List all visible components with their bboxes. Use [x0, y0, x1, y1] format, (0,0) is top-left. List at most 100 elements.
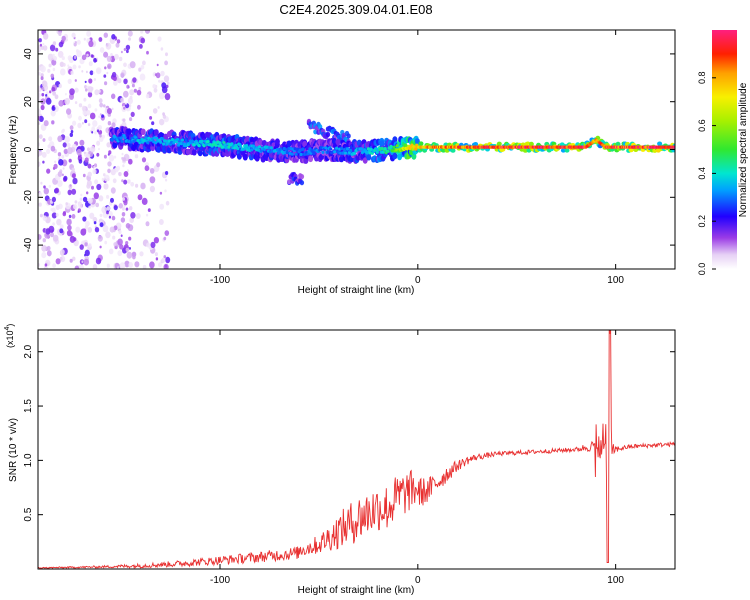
noise-speck [113, 80, 118, 86]
noise-speck [47, 144, 51, 149]
noise-speck [84, 80, 87, 84]
noise-speck [165, 171, 169, 175]
noise-speck [159, 203, 165, 210]
noise-speck [118, 56, 123, 62]
noise-speck [137, 104, 141, 110]
noise-speck [62, 142, 67, 148]
noise-speck [134, 261, 140, 268]
ridge-core [318, 148, 322, 152]
ridge-core [395, 144, 399, 148]
noise-speck [98, 115, 101, 118]
noise-speck [52, 91, 56, 96]
spectrogram-secondary-feature [287, 171, 305, 186]
noise-speck [76, 148, 82, 156]
ridge-halo [496, 141, 502, 146]
noise-speck [149, 261, 155, 269]
noise-speck [112, 178, 117, 184]
noise-speck [77, 210, 80, 213]
y-tick-label: 40 [23, 48, 34, 60]
noise-speck [126, 84, 130, 89]
noise-speck [123, 48, 127, 51]
ridge-core [359, 147, 363, 151]
noise-speck [69, 231, 73, 237]
noise-speck [125, 44, 131, 51]
snr-frame [37, 329, 676, 570]
noise-speck [112, 235, 116, 240]
noise-speck [144, 30, 151, 34]
noise-speck [111, 71, 117, 78]
noise-speck [53, 56, 57, 61]
noise-speck [103, 104, 106, 108]
noise-speck [46, 168, 51, 174]
ridge-core [383, 147, 387, 151]
noise-speck [93, 221, 97, 225]
ridge-halo [473, 142, 479, 147]
noise-speck [128, 104, 132, 108]
noise-speck [157, 106, 160, 109]
noise-speck [74, 265, 80, 269]
x-tick-label: 0 [415, 275, 421, 286]
noise-speck [87, 227, 93, 233]
noise-speck [86, 53, 89, 57]
noise-speck [123, 62, 127, 68]
noise-speck [50, 232, 54, 238]
noise-speck [92, 71, 95, 75]
noise-speck [74, 41, 77, 44]
noise-speck [56, 218, 62, 226]
noise-speck [67, 224, 72, 231]
noise-speck [64, 97, 70, 105]
ridge-core [221, 145, 225, 149]
noise-speck [98, 147, 100, 151]
noise-speck [122, 118, 126, 122]
ridge-core [329, 147, 333, 151]
noise-speck [43, 185, 46, 189]
feature-speck [287, 179, 292, 185]
noise-speck [52, 234, 59, 242]
noise-speck [120, 97, 125, 103]
noise-speck [55, 213, 59, 217]
noise-speck [82, 216, 87, 222]
noise-speck [83, 151, 86, 155]
noise-speck [43, 32, 49, 40]
ridge-core [392, 145, 396, 150]
noise-speck [52, 222, 55, 226]
ridge-halo [392, 136, 398, 143]
ridge-halo [528, 141, 534, 147]
noise-speck [92, 120, 98, 127]
noise-speck [96, 183, 102, 191]
noise-speck [160, 70, 165, 77]
noise-speck [140, 182, 146, 190]
noise-speck [69, 258, 73, 263]
noise-speck [61, 35, 66, 42]
noise-speck [131, 83, 135, 88]
noise-speck [149, 168, 155, 174]
noise-speck [74, 79, 77, 82]
noise-speck [125, 207, 129, 211]
noise-speck [46, 148, 51, 154]
noise-speck [76, 50, 82, 58]
noise-speck [96, 140, 101, 146]
noise-speck [106, 142, 111, 148]
noise-speck [149, 185, 155, 193]
noise-speck [118, 230, 122, 234]
spectrogram-x-label: Height of straight line (km) [298, 285, 415, 296]
noise-speck [97, 235, 103, 242]
noise-speck [38, 122, 41, 125]
noise-speck [127, 179, 131, 184]
noise-speck [117, 78, 122, 84]
noise-speck [130, 182, 135, 187]
noise-speck [41, 80, 48, 88]
noise-speck [81, 105, 86, 111]
noise-speck [111, 122, 116, 128]
noise-speck [51, 106, 56, 111]
noise-speck [93, 57, 97, 63]
noise-speck [89, 70, 94, 76]
noise-speck [41, 86, 45, 91]
noise-speck [78, 103, 83, 108]
noise-speck [51, 86, 56, 92]
noise-speck [61, 155, 65, 159]
spectrogram-x-ticks: -100 0 100 [210, 30, 624, 286]
noise-speck [157, 36, 162, 42]
noise-speck [78, 65, 81, 69]
colorbar-ticks: 0.0 0.2 0.4 0.6 0.8 [697, 72, 716, 275]
